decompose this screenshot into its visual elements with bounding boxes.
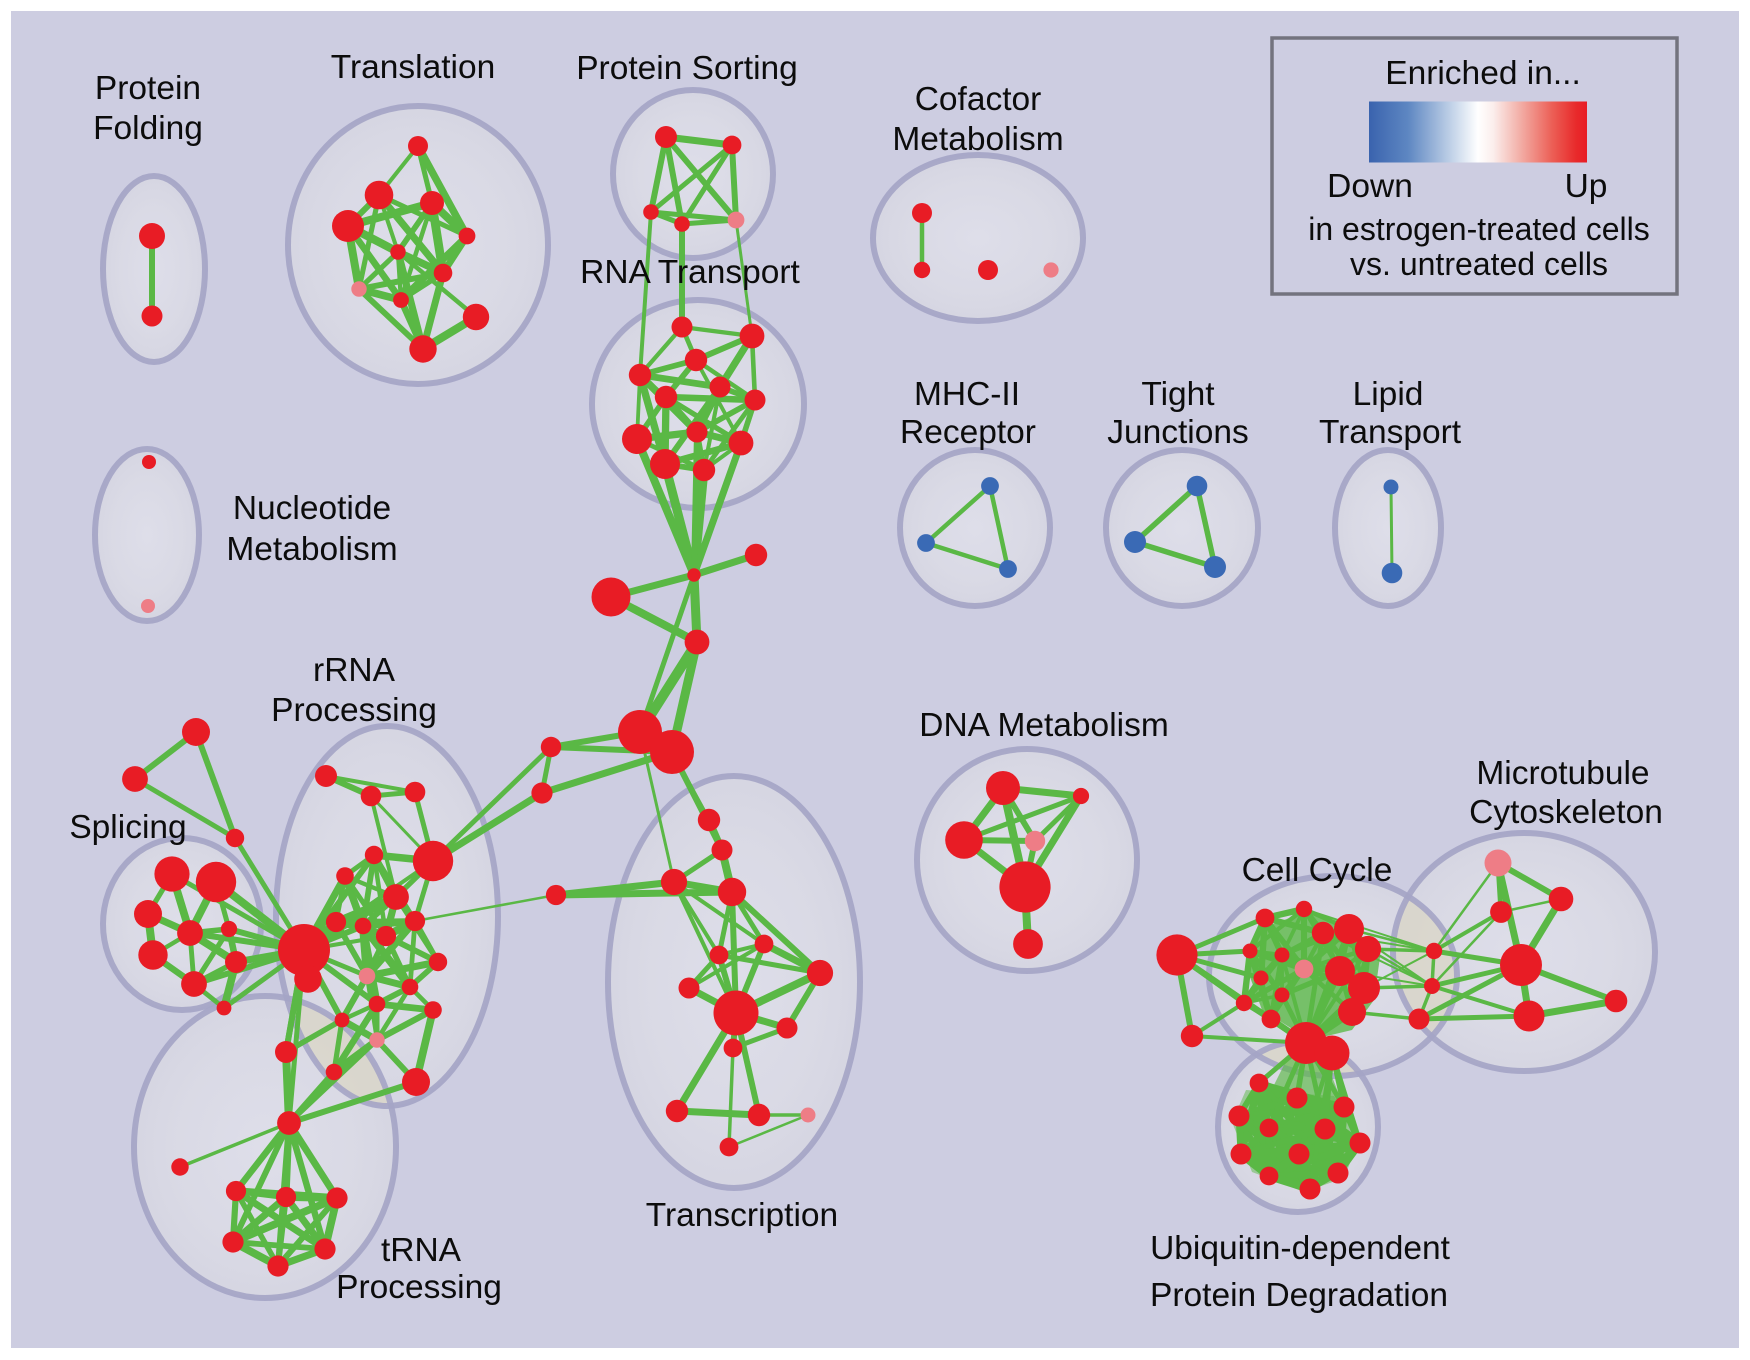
svg-text:Folding: Folding: [93, 110, 203, 147]
svg-text:in estrogen-treated cells: in estrogen-treated cells: [1308, 211, 1650, 247]
svg-text:Protein: Protein: [95, 70, 201, 107]
svg-text:Splicing: Splicing: [69, 809, 186, 846]
svg-text:vs. untreated cells: vs. untreated cells: [1350, 246, 1608, 282]
svg-text:Tight: Tight: [1141, 376, 1215, 413]
svg-text:Up: Up: [1565, 168, 1608, 205]
svg-text:Metabolism: Metabolism: [892, 121, 1063, 158]
svg-text:Processing: Processing: [336, 1269, 502, 1306]
svg-text:RNA Transport: RNA Transport: [580, 254, 800, 291]
svg-text:MHC-II: MHC-II: [914, 376, 1020, 413]
svg-text:Metabolism: Metabolism: [226, 531, 397, 568]
svg-text:Processing: Processing: [271, 692, 437, 729]
svg-text:rRNA: rRNA: [313, 652, 396, 689]
svg-text:Junctions: Junctions: [1107, 414, 1249, 451]
svg-text:Cytoskeleton: Cytoskeleton: [1469, 794, 1663, 831]
svg-text:Protein Sorting: Protein Sorting: [576, 50, 798, 87]
svg-text:Ubiquitin-dependent: Ubiquitin-dependent: [1150, 1230, 1451, 1267]
svg-text:Down: Down: [1327, 168, 1413, 205]
svg-text:Nucleotide: Nucleotide: [233, 490, 391, 527]
svg-text:Microtubule: Microtubule: [1476, 755, 1649, 792]
svg-text:tRNA: tRNA: [381, 1232, 462, 1269]
svg-text:Enriched in...: Enriched in...: [1385, 55, 1581, 92]
svg-text:DNA Metabolism: DNA Metabolism: [919, 707, 1168, 744]
svg-text:Translation: Translation: [331, 49, 495, 86]
svg-text:Cell Cycle: Cell Cycle: [1242, 852, 1393, 889]
svg-text:Cofactor: Cofactor: [915, 81, 1042, 118]
svg-text:Transport: Transport: [1319, 414, 1462, 451]
svg-text:Transcription: Transcription: [646, 1197, 838, 1234]
svg-text:Receptor: Receptor: [900, 414, 1036, 451]
svg-text:Protein Degradation: Protein Degradation: [1150, 1277, 1448, 1314]
svg-text:Lipid: Lipid: [1353, 376, 1424, 413]
